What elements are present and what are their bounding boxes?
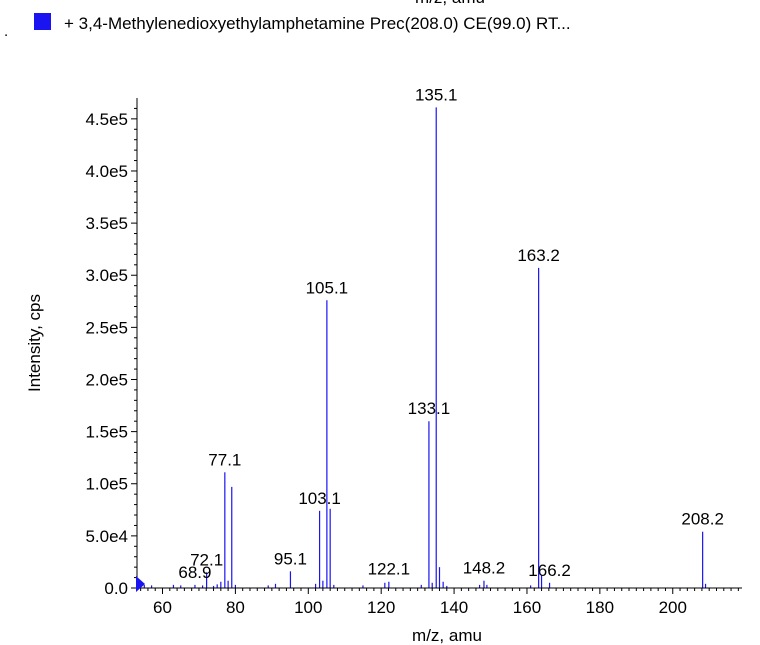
legend-swatch — [34, 13, 51, 30]
legend: . + 3,4-Methylenedioxyethylamphetamine P… — [0, 13, 760, 40]
clipped-axis-label: m/z, amu — [300, 0, 600, 8]
x-tick-label: 120 — [367, 598, 395, 617]
y-axis-label: Intensity, cps — [25, 294, 44, 392]
peak-label: 163.2 — [517, 246, 560, 265]
x-tick-label: 200 — [659, 598, 687, 617]
legend-marker: . — [4, 23, 9, 40]
y-tick-label: 1.5e5 — [85, 423, 128, 442]
peak-label: 166.2 — [528, 561, 571, 580]
peak-label: 95.1 — [274, 549, 307, 568]
peak-labels: 135.1 163.2 105.1 133.1 77.1 103.1 208.2 72.1 95… — [178, 85, 724, 581]
axis-marker — [136, 576, 145, 592]
peak-label: 148.2 — [463, 559, 506, 578]
peak-label: 122.1 — [368, 560, 411, 579]
y-tick-label: 4.0e5 — [85, 162, 128, 181]
peak-series — [143, 107, 707, 588]
y-tick-label: 5.0e4 — [85, 527, 128, 546]
x-tick-label: 140 — [440, 598, 468, 617]
y-tick-label: 3.0e5 — [85, 266, 128, 285]
x-tick-label: 80 — [226, 598, 245, 617]
y-tick-label: 4.5e5 — [85, 110, 128, 129]
peak-label: 68.9 — [178, 563, 211, 582]
x-tick-label: 60 — [153, 598, 172, 617]
legend-text: + 3,4-Methylenedioxyethylamphetamine Pre… — [64, 14, 571, 33]
y-tick-label: 2.0e5 — [85, 370, 128, 389]
y-tick-label: 0.0 — [104, 579, 128, 598]
x-tick-label: 180 — [586, 598, 614, 617]
y-tick-label: 1.0e5 — [85, 475, 128, 494]
x-tick-label: 160 — [513, 598, 541, 617]
axes: 60 80 100 120 140 160 180 200 0.0 5.0e4 1.0e5 1.5e5… — [85, 98, 742, 617]
y-tick-label: 3.5e5 — [85, 214, 128, 233]
peak-label: 105.1 — [306, 278, 349, 297]
peak-label: 208.2 — [681, 510, 724, 529]
peak-label: 77.1 — [208, 450, 241, 469]
peak-label: 135.1 — [415, 85, 458, 104]
peak-label: 103.1 — [298, 489, 341, 508]
x-tick-label: 100 — [294, 598, 322, 617]
y-tick-label: 2.5e5 — [85, 318, 128, 337]
peak-label: 133.1 — [408, 399, 451, 418]
x-axis-label: m/z, amu — [412, 626, 482, 645]
peak-label: 72.1 — [190, 550, 223, 569]
